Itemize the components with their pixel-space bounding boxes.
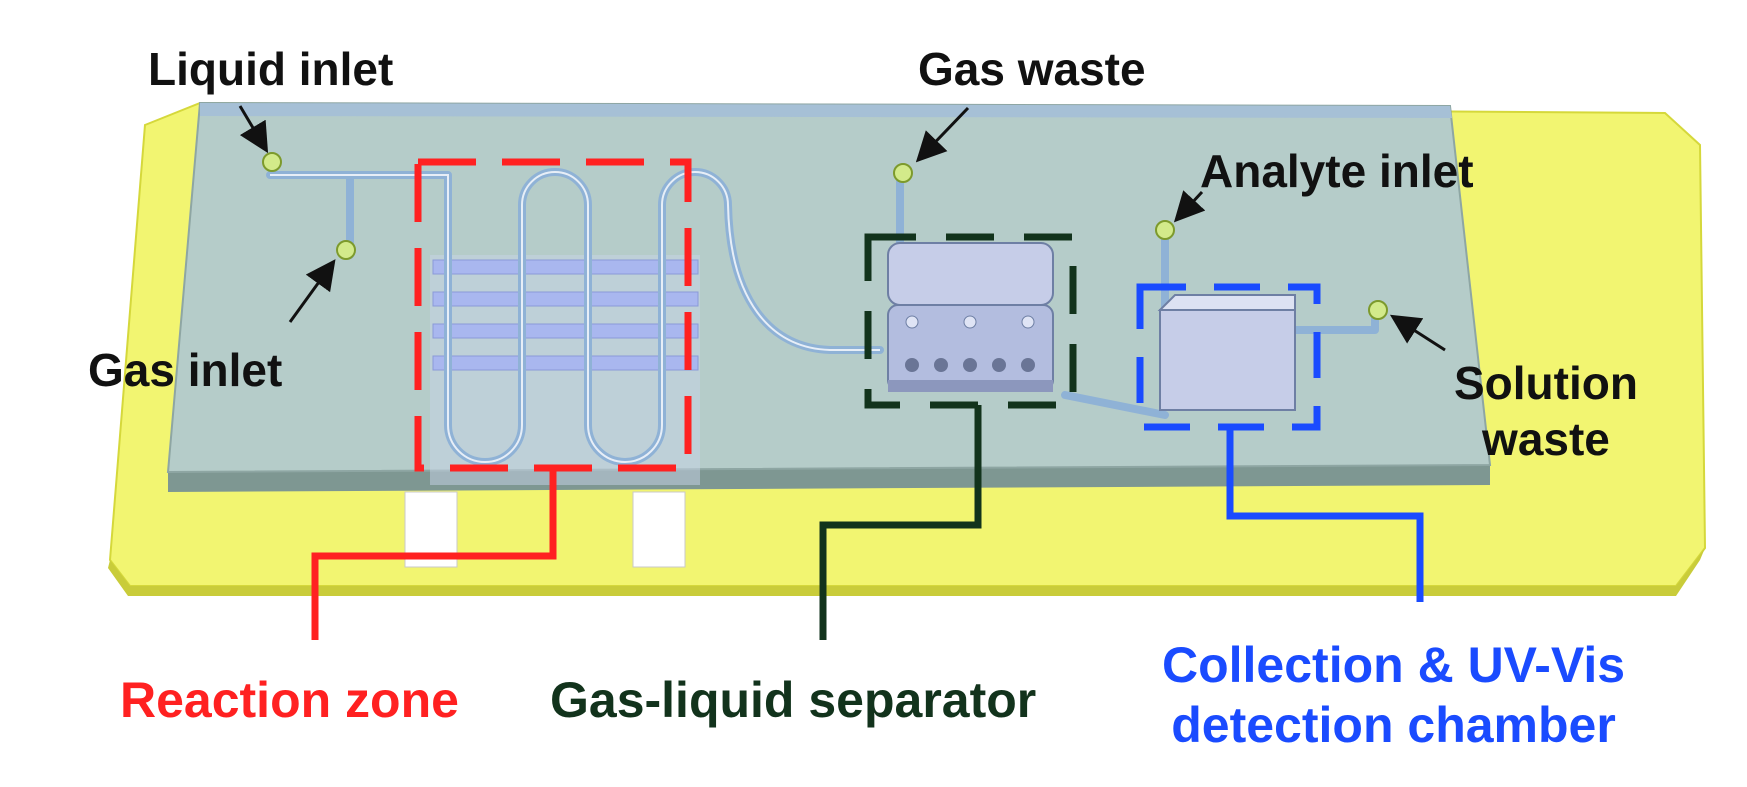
gas-waste-port (893, 163, 913, 183)
liquid-inlet-arrow (238, 105, 269, 154)
heater-bars (432, 259, 699, 371)
solution-waste-label-line2: waste (1482, 413, 1610, 465)
separator-outline (864, 233, 1077, 409)
collection-chamber-device (1157, 294, 1296, 411)
reaction-zone-leader (311, 468, 557, 640)
liquid-inlet-label: Liquid inlet (148, 43, 394, 95)
ports (262, 152, 1388, 320)
separator-leader (819, 405, 982, 640)
gas-liquid-separator-device (887, 242, 1054, 392)
collection-chamber-label: Collection & UV-Vis detection chamber (1162, 640, 1625, 750)
solution-waste-port (1368, 300, 1388, 320)
gas-waste-label: Gas waste (918, 43, 1146, 95)
solution-waste-arrow (1389, 314, 1446, 352)
waste-channel (1286, 311, 1379, 334)
analyte-inlet-arrow (1173, 190, 1206, 223)
gas-liquid-separator-label: Gas-liquid separator (550, 672, 1037, 728)
solution-waste-label: Solution waste (1454, 360, 1638, 462)
collection-chamber-label-line1: Collection & UV-Vis (1162, 637, 1626, 693)
collection-chamber-label-line2: detection chamber (1171, 697, 1616, 753)
liquid-inlet-port (262, 152, 282, 172)
reaction-zone-label: Reaction zone (120, 672, 459, 728)
solution-waste-label-line1: Solution (1454, 357, 1638, 409)
collection-leader (1226, 427, 1424, 602)
gas-inlet-arrow (288, 259, 336, 323)
gas-inlet-label: Gas inlet (88, 344, 283, 396)
gas-waste-arrow (915, 106, 970, 163)
analyte-inlet-label: Analyte inlet (1200, 145, 1474, 197)
pointer-arrows (238, 105, 1446, 352)
analyte-inlet-port (1155, 220, 1175, 240)
gas-inlet-port (336, 240, 356, 260)
separator-to-chamber (1061, 391, 1169, 419)
